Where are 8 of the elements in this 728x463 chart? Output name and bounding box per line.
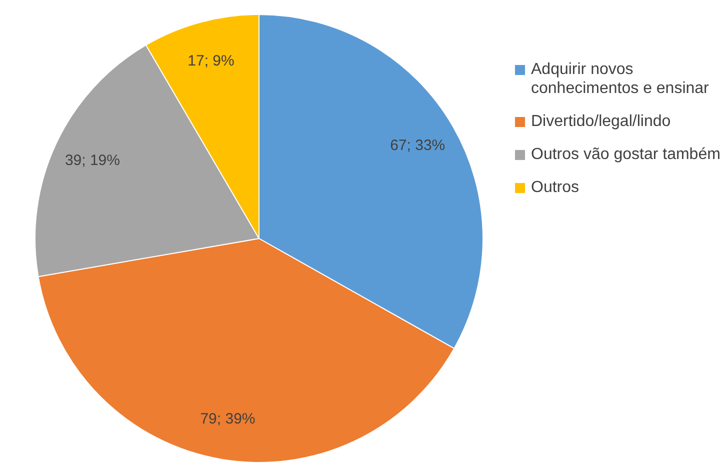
data-label: 39; 19% (64, 152, 120, 170)
data-label: 17; 9% (188, 52, 234, 70)
legend-label: Outros (531, 178, 580, 197)
legend-label: Outros vão gostar também (531, 145, 720, 164)
data-label: 79; 39% (200, 410, 256, 428)
data-label: 67; 33% (390, 136, 446, 154)
legend-label: Divertido/legal/lindo (531, 112, 671, 131)
legend-label: Adquirir novos conhecimentos e ensinar (531, 60, 710, 98)
